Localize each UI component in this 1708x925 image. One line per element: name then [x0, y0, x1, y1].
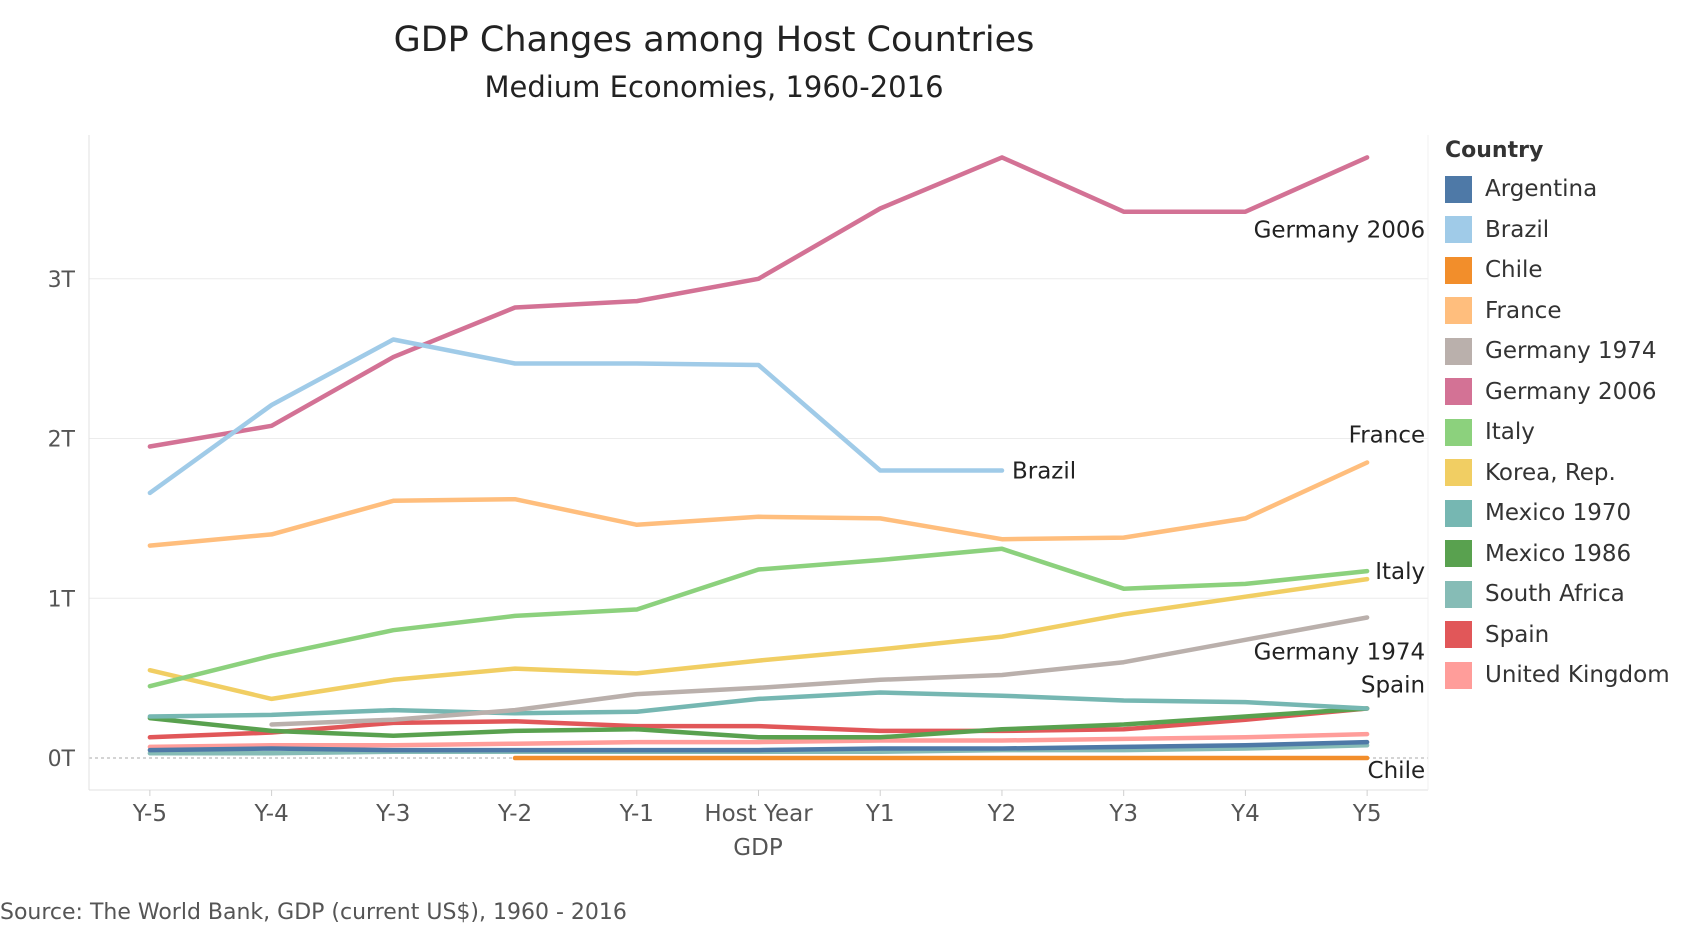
legend-label: Italy [1485, 419, 1535, 446]
legend-swatch [1445, 459, 1472, 487]
series-line-argentina [147, 739, 1370, 753]
legend-items: Argentina Brazil Chile France Germany 1974 Ge… [1445, 169, 1670, 696]
legend-label: Spain [1485, 621, 1550, 648]
legend-swatch [1445, 418, 1472, 446]
legend-item-united-kingdom[interactable]: United Kingdom [1445, 655, 1670, 696]
x-tick-label: Y-4 [253, 801, 288, 827]
legend: Country Argentina Brazil Chile France German… [1445, 138, 1670, 696]
legend-swatch [1445, 175, 1472, 203]
y-tick-label: 0T [48, 747, 76, 772]
series-end-labels: Brazil Chile France Germany 1974 Germany 200… [1012, 217, 1425, 784]
series-line-brazil [147, 337, 1005, 496]
legend-swatch [1445, 378, 1472, 406]
legend-label: Germany 2006 [1485, 378, 1657, 405]
legend-label: Korea, Rep. [1485, 459, 1616, 486]
legend-label: Chile [1485, 257, 1543, 284]
x-tick-label: Y-5 [132, 801, 167, 827]
legend-swatch [1445, 661, 1472, 689]
end-label-germany-2006: Germany 2006 [1254, 217, 1426, 243]
y-tick-label: 3T [48, 268, 76, 293]
chart-title: GDP Changes among Host Countries [393, 20, 1035, 60]
legend-title: Country [1445, 138, 1544, 163]
legend-item-germany-2006[interactable]: Germany 2006 [1445, 372, 1670, 413]
legend-label: Mexico 1986 [1485, 540, 1632, 567]
legend-label: Germany 1974 [1485, 338, 1657, 365]
series-line-italy [147, 546, 1370, 689]
x-tick-label: Y-1 [619, 801, 654, 827]
x-tick-label: Y4 [1230, 801, 1260, 827]
legend-swatch [1445, 621, 1472, 649]
legend-swatch [1445, 297, 1472, 325]
end-label-italy: Italy [1375, 559, 1425, 585]
legend-item-korea-rep[interactable]: Korea, Rep. [1445, 453, 1670, 494]
series-line-united-kingdom [147, 731, 1370, 750]
legend-item-south-africa[interactable]: South Africa [1445, 574, 1670, 615]
legend-label: Brazil [1485, 216, 1550, 243]
series-line-germany-1974 [269, 615, 1370, 727]
end-label-spain: Spain [1361, 673, 1425, 699]
x-tick-label: Y5 [1352, 801, 1382, 827]
legend-label: Argentina [1485, 176, 1598, 203]
legend-swatch [1445, 540, 1472, 568]
end-label-brazil: Brazil [1012, 458, 1076, 484]
x-tick-label: Y-2 [497, 801, 532, 827]
x-tick-label: Y3 [1108, 801, 1138, 827]
legend-swatch [1445, 580, 1472, 608]
legend-item-mexico-1970[interactable]: Mexico 1970 [1445, 493, 1670, 534]
legend-item-chile[interactable]: Chile [1445, 250, 1670, 291]
chart-subtitle: Medium Economies, 1960-2016 [484, 70, 944, 104]
series-line-france [147, 460, 1370, 548]
end-label-chile: Chile [1368, 758, 1426, 784]
legend-item-italy[interactable]: Italy [1445, 412, 1670, 453]
legend-item-mexico-1986[interactable]: Mexico 1986 [1445, 534, 1670, 575]
series-line-spain [147, 706, 1370, 740]
axes: 0T 1T 2T 3T Y-5 Y-4 Y-3 Y-2 Y-1 Host Year Y1 Y2 Y3 Y4… [48, 135, 1429, 827]
legend-label: United Kingdom [1485, 662, 1670, 689]
legend-item-argentina[interactable]: Argentina [1445, 169, 1670, 210]
legend-item-spain[interactable]: Spain [1445, 615, 1670, 656]
x-tick-label: Y-3 [375, 801, 410, 827]
legend-label: South Africa [1485, 581, 1625, 608]
x-tick-label: Y1 [865, 801, 895, 827]
end-label-france: France [1349, 423, 1425, 449]
series-lines [147, 155, 1370, 761]
x-axis-title: GDP [733, 835, 783, 861]
legend-item-brazil[interactable]: Brazil [1445, 210, 1670, 251]
line-chart: 0T 1T 2T 3T Y-5 Y-4 Y-3 Y-2 Y-1 Host Year Y1 Y2 Y3 Y4… [48, 135, 1429, 861]
legend-item-germany-1974[interactable]: Germany 1974 [1445, 331, 1670, 372]
series-line-germany-2006 [147, 155, 1370, 449]
x-tick-label: Y2 [987, 801, 1017, 827]
source-note: Source: The World Bank, GDP (current US$… [0, 900, 627, 925]
series-line-mexico-1986 [147, 706, 1370, 740]
legend-swatch [1445, 216, 1472, 244]
y-tick-label: 2T [48, 428, 76, 453]
legend-swatch [1445, 499, 1472, 527]
y-tick-label: 1T [48, 587, 76, 612]
end-label-germany-1974: Germany 1974 [1254, 639, 1426, 665]
legend-swatch [1445, 337, 1472, 365]
series-line-mexico-1970 [147, 690, 1370, 719]
legend-label: France [1485, 297, 1562, 324]
legend-item-france[interactable]: France [1445, 291, 1670, 332]
legend-swatch [1445, 256, 1472, 284]
legend-label: Mexico 1970 [1485, 500, 1632, 527]
x-tick-label: Host Year [704, 801, 813, 827]
series-line-korea-rep [147, 576, 1370, 702]
